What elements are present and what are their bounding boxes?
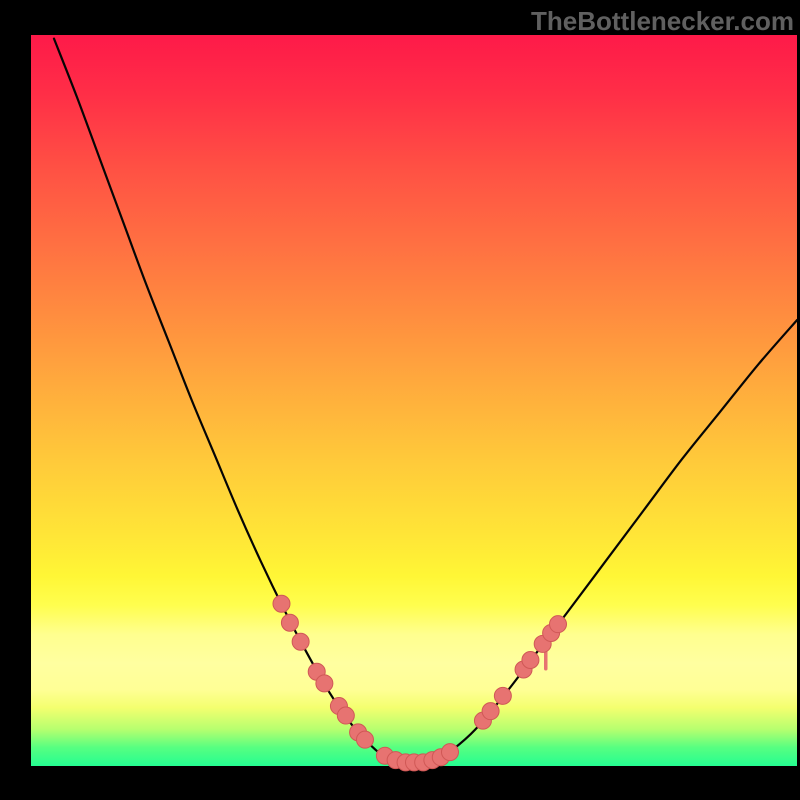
chart-svg	[0, 0, 800, 800]
bottleneck-chart: TheBottlenecker.com	[0, 0, 800, 800]
scatter-point	[442, 744, 459, 761]
scatter-point	[316, 675, 333, 692]
scatter-point	[281, 614, 298, 631]
scatter-point	[337, 707, 354, 724]
scatter-point	[292, 633, 309, 650]
scatter-point	[482, 703, 499, 720]
scatter-point	[273, 595, 290, 612]
scatter-point	[550, 616, 567, 633]
plot-background	[31, 35, 797, 766]
scatter-point	[356, 731, 373, 748]
scatter-point	[494, 687, 511, 704]
scatter-point	[522, 652, 539, 669]
